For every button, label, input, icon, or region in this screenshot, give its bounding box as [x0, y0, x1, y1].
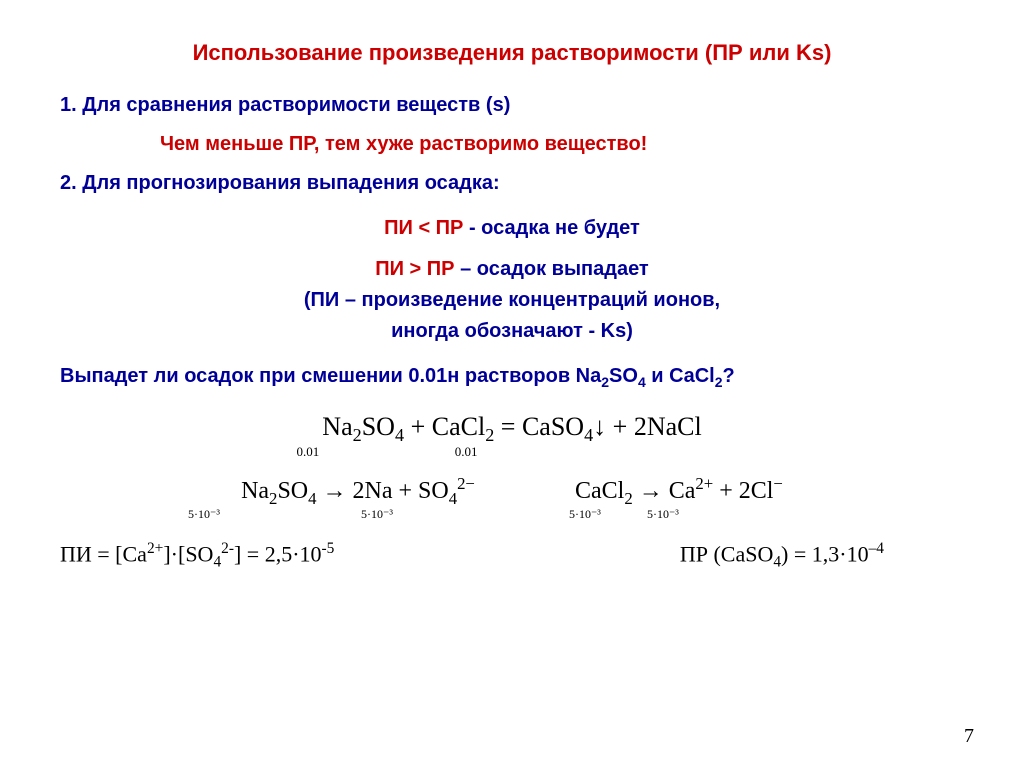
equation-right-annots: 5·10⁻³ 5·10⁻³ [575, 507, 783, 522]
question-mid: SO [609, 365, 638, 387]
question-pre: Выпадет ли осадок при смешении 0.01н рас… [60, 365, 601, 387]
point-1: 1. Для сравнения растворимости веществ (… [60, 94, 964, 117]
equation-block: Na2SO4 + CaCl2 = CaSO4↓ + 2NaCl 0.01 0.0… [60, 412, 964, 572]
annot-left-b: 5·10⁻³ [352, 507, 402, 522]
rule-1: Чем меньше ПР, тем хуже растворимо вещес… [160, 133, 964, 156]
cond1-rhs: - осадка не будет [463, 217, 639, 239]
equation-sub-row: Na2SO4 → 2Na + SO42− 5·10⁻³ 5·10⁻³ CaCl2… [60, 474, 964, 522]
page-number: 7 [964, 725, 974, 748]
equation-left-col: Na2SO4 → 2Na + SO42− 5·10⁻³ 5·10⁻³ [241, 474, 475, 522]
annot-right-b: 5·10⁻³ [638, 507, 688, 522]
slide-title: Использование произведения растворимости… [60, 40, 964, 66]
cond1-lhs: ПИ < ПР [384, 217, 463, 239]
note-line-1: (ПИ – произведение концентраций ионов, [60, 289, 964, 312]
equation-right-col: CaCl2 → Ca2+ + 2Cl− 5·10⁻³ 5·10⁻³ [575, 474, 783, 522]
point-2: 2. Для прогнозирования выпадения осадка: [60, 172, 964, 195]
condition-2: ПИ > ПР – осадок выпадает [60, 258, 964, 281]
question-end: ? [723, 365, 735, 387]
question-and: и CaCl [646, 365, 715, 387]
condition-1: ПИ < ПР - осадка не будет [60, 217, 964, 240]
equation-main: Na2SO4 + CaCl2 = CaSO4↓ + 2NaCl [60, 412, 964, 446]
cond2-rhs: – осадок выпадает [455, 258, 649, 280]
equation-left: Na2SO4 → 2Na + SO42− [241, 474, 475, 509]
bottom-result-row: ПИ = [Ca2+]·[SO42-] = 2,5·10-5 ПР (CaSO4… [60, 540, 964, 572]
question-line: Выпадет ли осадок при смешении 0.01н рас… [60, 365, 964, 390]
annot-b: 0.01 [431, 444, 501, 460]
equation-left-annots: 5·10⁻³ 5·10⁻³ [241, 507, 475, 522]
pr-result: ПР (CaSO4) = 1,3·10–4 [680, 540, 884, 572]
equation-main-annotations: 0.01 0.01 [60, 444, 964, 460]
annot-a: 0.01 [273, 444, 343, 460]
slide: Использование произведения растворимости… [0, 0, 1024, 768]
cond2-lhs: ПИ > ПР [375, 258, 454, 280]
annot-right-a: 5·10⁻³ [560, 507, 610, 522]
pi-result: ПИ = [Ca2+]·[SO42-] = 2,5·10-5 [60, 540, 334, 572]
note-line-2: иногда обозначают - Ks) [60, 320, 964, 343]
annot-left-a: 5·10⁻³ [179, 507, 229, 522]
equation-right: CaCl2 → Ca2+ + 2Cl− [575, 474, 783, 509]
